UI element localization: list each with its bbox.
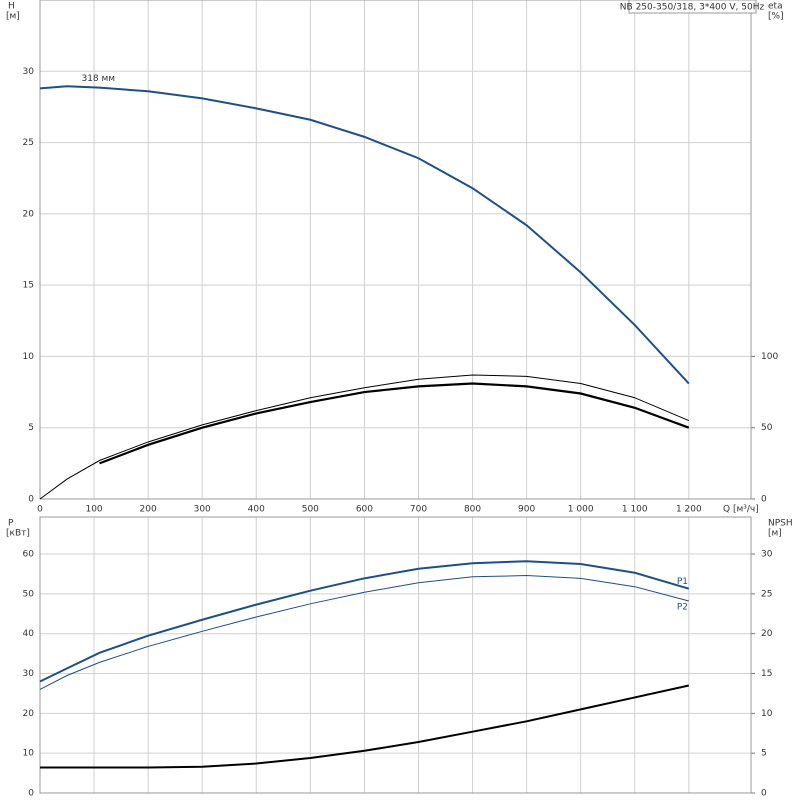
y2-tick-label: 25 [761,589,772,599]
x-axis-label: Q [м³/ч] [723,505,759,515]
x-tick-label: 500 [302,505,319,515]
series-line [39,85,690,385]
x-tick-label: 100 [85,505,102,515]
y2-axis-unit: [м] [768,529,782,539]
y-tick-label: 5 [28,423,34,433]
y-tick-label: 40 [23,629,35,639]
y2-axis-label: eta [768,2,783,12]
y2-tick-label: 0 [761,789,767,799]
x-tick-label: 800 [464,505,481,515]
plot-frame [39,516,752,794]
y-tick-label: 50 [23,589,35,599]
y2-tick-label: 30 [761,550,773,560]
chart-title: NB 250-350/318, 3*400 V, 50Hz [620,3,765,13]
y-axis-label: P [8,519,14,529]
plot-frame [39,0,752,500]
x-tick-label: 1 200 [676,505,702,515]
y2-axis-label: NPSH [768,519,793,529]
series-label: P2 [677,603,688,613]
x-tick-label: 1 100 [622,505,648,515]
x-tick-label: 0 [37,505,43,515]
series-line [40,684,690,769]
y-tick-label: 0 [28,495,34,505]
x-tick-label: 400 [248,505,265,515]
y-tick-label: 10 [23,749,35,759]
y2-tick-label: 15 [761,669,772,679]
y2-tick-label: 5 [761,749,767,759]
y2-tick-label: 10 [761,709,773,719]
y-tick-label: 10 [23,352,35,362]
x-tick-label: 900 [518,505,535,515]
y-axis-unit: [м] [6,12,20,22]
x-tick-label: 300 [194,505,211,515]
y-tick-label: 30 [23,67,35,77]
y2-tick-label: 0 [761,495,767,505]
y-tick-label: 25 [23,138,34,148]
y-tick-label: 20 [23,209,35,219]
y2-tick-label: 20 [761,629,773,639]
y2-tick-label: 50 [761,423,773,433]
y-tick-label: 15 [23,281,34,291]
x-tick-label: 700 [410,505,427,515]
series-label: 318 мм [81,74,115,84]
x-tick-label: 600 [356,505,373,515]
y-tick-label: 60 [23,550,35,560]
series-line [99,382,690,465]
y-axis-unit: [кВт] [6,529,30,539]
series-line [39,560,690,683]
y-axis-label: H [8,2,15,12]
y-tick-label: 20 [23,709,35,719]
y-tick-label: 0 [28,789,34,799]
x-tick-label: 200 [140,505,157,515]
y2-tick-label: 100 [761,352,778,362]
y2-axis-unit: [%] [768,12,784,22]
series-label: P1 [677,577,688,587]
x-tick-label: 1 000 [568,505,594,515]
series-line [39,374,690,500]
y-tick-label: 30 [23,669,35,679]
title-box [628,0,757,14]
series-line [39,575,689,690]
